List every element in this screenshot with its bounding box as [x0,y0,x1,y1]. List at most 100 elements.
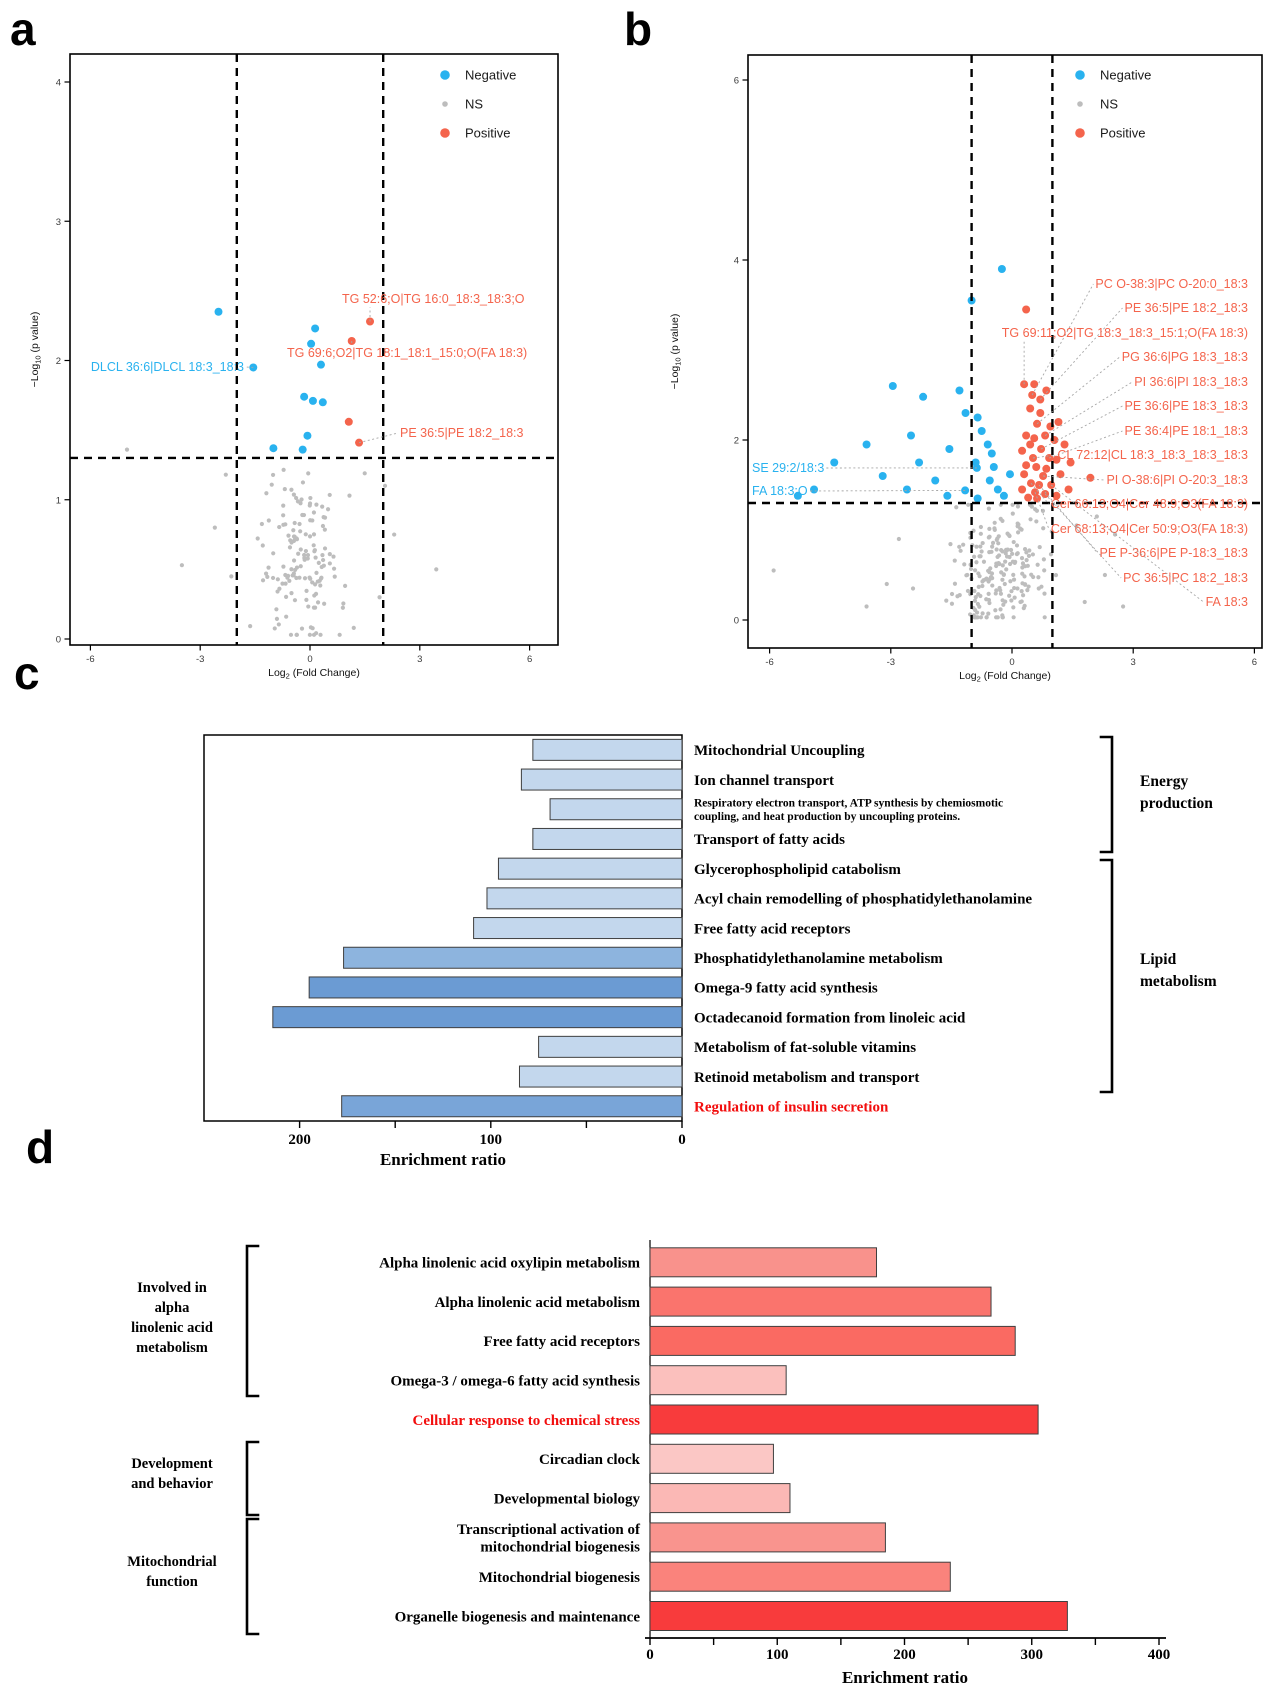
volcano-annotation: DLCL 36:6|DLCL 18:3_18:3 [91,360,244,374]
volcano-annotation: PI O-38:6|PI O-20:3_18:3 [1106,473,1248,487]
bar [308,976,683,999]
svg-text:3: 3 [1131,657,1136,668]
group-label: function [146,1574,198,1590]
svg-text:6: 6 [1252,657,1257,668]
svg-text:-6: -6 [86,654,94,665]
negative-points [214,307,327,454]
volcano-annotation: PE 36:5|PE 18:2_18:3 [400,426,524,440]
group-bracket [1099,858,1114,1094]
svg-text:400: 400 [1148,1647,1171,1663]
bar [497,857,683,880]
legend-label: Negative [465,68,516,83]
axes: -6 -3 0 3 6 0 2 4 6 [734,76,1257,669]
panel-d-enrichment-bar-chart: Alpha linolenic acid oxylipin metabolism… [127,1240,1171,1687]
bar [649,1483,791,1514]
bar-label: Free fatty acid receptors [484,1334,641,1350]
bar [549,798,683,821]
bar-label: Transcriptional activation of mitochondri… [457,1522,641,1555]
panel-a-volcano-plot: -6 -3 0 3 6 0 1 2 3 4 Log2 (Fold Change) −Log10 (p … [29,53,559,681]
bar-label: Phosphatidylethanolamine metabolism [694,951,943,967]
bar [532,738,683,761]
x-axis-title: Enrichment ratio [842,1668,968,1687]
svg-text:-3: -3 [887,657,895,668]
annotations: TG 52:6;O|TG 16:0_18:3_18:3;O TG 69:6;O2|… [91,292,527,444]
legend: Negative NS Positive [1075,68,1151,141]
y-axis-title: −Log10 (p value) [29,312,43,388]
bar-label: Omega-3 / omega-6 fatty acid synthesis [390,1373,640,1389]
svg-text:3: 3 [417,654,422,665]
volcano-annotation: TG 69:6;O2|TG 18:1_18:1_15:0;O(FA 18:3) [287,346,527,360]
volcano-annotation: FA 18:3;O [752,484,808,498]
group-bracket [1099,735,1114,854]
svg-text:0: 0 [646,1647,654,1663]
bar-label: Omega-9 fatty acid synthesis [694,981,878,997]
panel-d-letter: d [26,1121,55,1173]
bar [341,1095,683,1118]
bars [649,1247,1068,1631]
legend: Negative NS Positive [440,68,516,141]
svg-text:300: 300 [1021,1647,1044,1663]
group-label: linolenic acid [131,1320,213,1336]
x-axis-title: Log2 (Fold Change) [959,670,1051,684]
bar [538,1035,683,1058]
volcano-annotation: TG 69:11;O2|TG 18:3_18:3_15:1;O(FA 18:3) [1002,326,1248,340]
volcano-annotation: PE P-36:6|PE P-18:3_18:3 [1100,546,1249,560]
bar [649,1443,774,1474]
volcano-annotation: PE 36:4|PE 18:1_18:3 [1125,424,1249,438]
svg-text:3: 3 [56,217,61,228]
group-label: and behavior [131,1476,213,1492]
positive-legend-dot [1075,128,1085,138]
group-label: metabolism [1140,973,1217,990]
bar-label: Metabolism of fat-soluble vitamins [694,1040,916,1056]
panel-a-letter: a [10,3,36,55]
group-label: production [1140,795,1213,812]
bar [272,1006,683,1029]
volcano-annotation: Cer 66:13;O4|Cer 48:9;O3(FA 18:3) [1051,497,1248,511]
bar-label: Glycerophospholipid catabolism [694,862,901,878]
legend-label: Positive [1100,126,1146,141]
group-label: Energy [1140,773,1188,790]
svg-text:200: 200 [893,1647,916,1663]
category-labels: Alpha linolenic acid oxylipin metabolism… [379,1256,641,1626]
svg-text:0: 0 [734,616,739,627]
bar [649,1286,992,1317]
bar [486,887,683,910]
group-bracket [245,1244,260,1398]
bar-label: Octadecanoid formation from linoleic aci… [694,1010,966,1026]
bar [343,946,683,969]
volcano-annotation: PI 36:6|PI 18:3_18:3 [1134,375,1248,389]
svg-text:6: 6 [734,76,739,87]
volcano-annotation: FA 18:3 [1206,595,1248,609]
bars [272,738,683,1118]
svg-text:-3: -3 [196,654,204,665]
panel-c-enrichment-bar-chart: Mitochondrial Uncoupling Ion channel tran… [203,734,1217,1169]
volcano-annotation: CL 72:12|CL 18:3_18:3_18:3_18:3 [1057,448,1248,462]
bar [649,1561,951,1592]
ns-legend-dot [1077,101,1083,107]
svg-text:100: 100 [480,1132,503,1148]
group-label: Mitochondrial [127,1554,216,1570]
bar [473,917,683,940]
ns-points [771,502,1126,620]
group-label: Development [131,1456,213,1472]
bar [649,1247,878,1278]
positive-points [344,317,375,447]
panel-c-letter: c [14,647,40,699]
legend-label: NS [465,97,483,112]
group-brackets: Involved in alpha linolenic acid metabolism… [127,1244,260,1636]
bar-label: Respiratory electron transport, ATP synt… [694,798,1003,823]
bar-label: Alpha linolenic acid oxylipin metabolism [379,1256,640,1272]
bar [649,1601,1068,1631]
group-label: metabolism [136,1340,208,1356]
svg-text:0: 0 [1009,657,1014,668]
bar-label: Alpha linolenic acid metabolism [435,1295,641,1311]
svg-text:0: 0 [678,1132,686,1148]
bar [520,768,683,791]
bar-label: Developmental biology [494,1491,641,1507]
bar-label: Mitochondrial biogenesis [479,1570,640,1586]
ns-points [124,447,439,637]
svg-text:-6: -6 [765,657,773,668]
threshold-lines [748,55,1262,648]
negative-legend-dot [440,70,450,80]
